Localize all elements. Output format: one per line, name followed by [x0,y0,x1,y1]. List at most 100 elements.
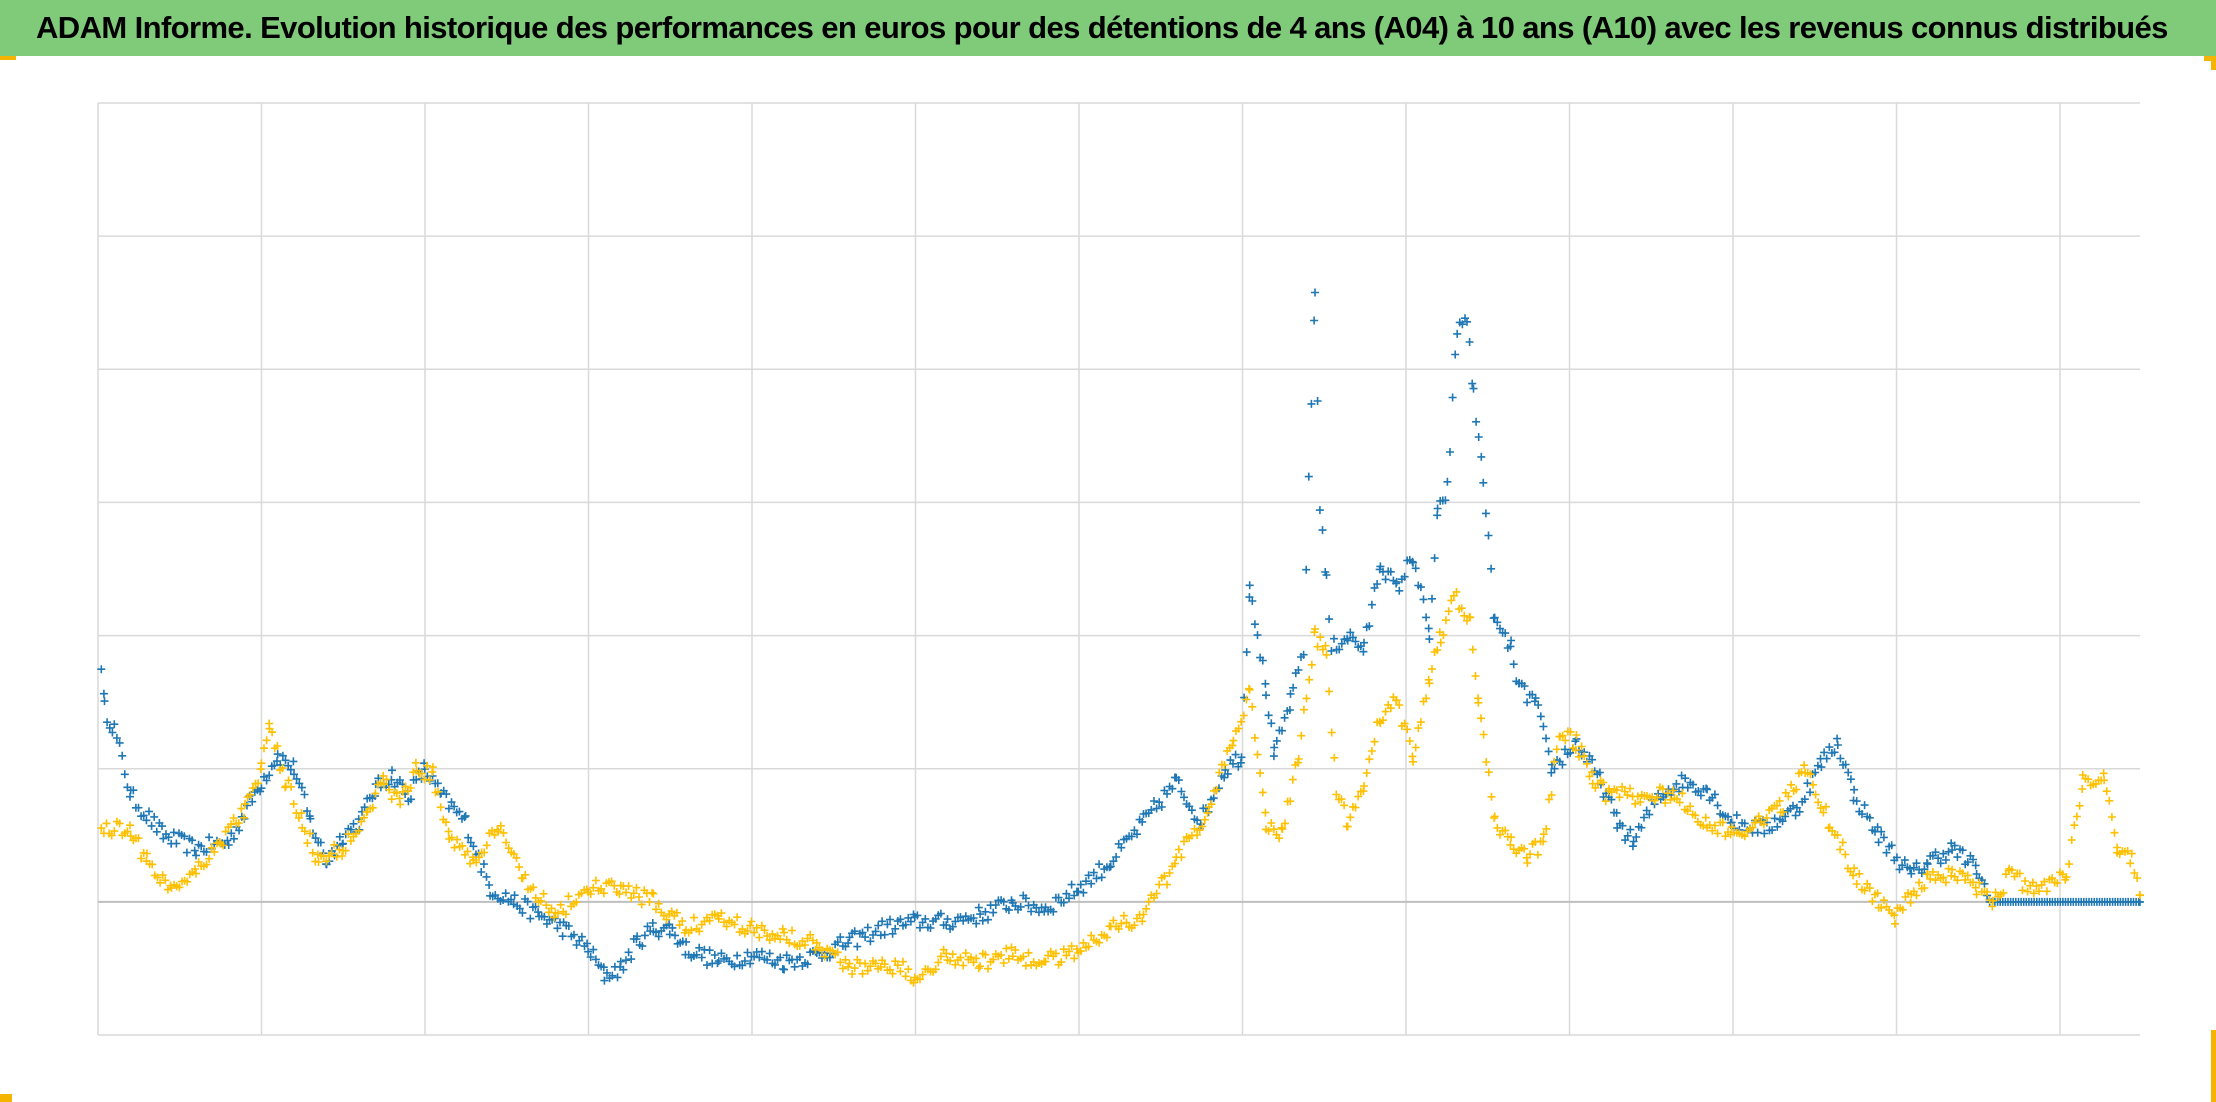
data-point-a04 [1087,879,1096,888]
data-point-a04 [883,920,892,929]
data-point-a10 [662,915,671,924]
data-point-a10 [1915,878,1924,887]
data-point-a04 [1245,581,1254,590]
data-point-a04 [1689,780,1697,789]
data-point-a10 [1264,827,1273,835]
data-point-a04 [1302,565,1311,574]
data-point-a10 [871,959,880,968]
data-point-a10 [931,965,940,974]
data-point-a10 [360,813,368,822]
data-point-a04 [874,921,883,930]
data-point-a10 [499,828,508,837]
data-point-a04 [643,922,652,931]
data-point-a10 [1152,889,1161,898]
data-point-a04 [1310,316,1319,325]
data-point-a10 [1873,889,1882,898]
data-point-a04 [1882,848,1891,857]
data-point-a10 [1019,952,1028,961]
data-point-a10 [521,870,530,879]
data-point-a10 [183,877,192,886]
data-point-a04 [1416,583,1425,592]
data-point-a04 [142,816,151,825]
data-point-a10 [1428,665,1436,673]
data-point-a10 [747,917,756,926]
data-point-a10 [2032,882,2041,890]
data-point-a10 [746,921,755,930]
data-point-a04 [1411,564,1420,573]
data-point-a04 [1424,624,1433,633]
data-point-a04 [1422,613,1431,622]
data-point-a10 [818,946,826,955]
data-point-a04 [1681,774,1690,783]
data-point-a10 [134,834,143,843]
data-point-a04 [534,908,543,917]
data-point-a10 [1379,716,1387,725]
data-point-a10 [1710,821,1719,830]
data-point-a10 [547,904,556,913]
data-point-a04 [286,765,295,774]
data-point-a10 [1237,717,1246,726]
data-point-a10 [1267,819,1276,827]
data-point-a04 [765,949,774,958]
chart-title: ADAM Informe. Evolution historique des p… [36,10,2168,45]
data-point-a04 [1220,773,1229,782]
data-point-a10 [948,950,957,959]
data-point-a10 [1142,904,1151,913]
data-point-a04 [1376,562,1385,571]
data-point-a10 [1850,864,1859,873]
data-point-a04 [1105,863,1114,872]
data-point-a10 [1961,875,1970,884]
data-point-a04 [97,665,106,674]
data-point-a04 [1187,806,1196,815]
data-point-a10 [1281,819,1289,828]
data-point-a10 [1234,724,1243,733]
data-point-a10 [1203,808,1212,817]
data-point-a04 [790,962,799,971]
data-point-a10 [2099,769,2108,778]
data-point-a04 [395,776,404,784]
data-point-a04 [1830,748,1839,757]
data-point-a10 [976,962,985,971]
data-point-a10 [1552,745,1561,754]
data-point-a04 [158,822,166,831]
data-point-a10 [463,847,472,856]
data-point-a10 [861,959,870,968]
data-point-a04 [668,923,677,932]
data-point-a10 [1740,832,1749,841]
data-point-a10 [191,865,199,873]
data-point-a10 [1011,946,1020,954]
data-point-a10 [1479,730,1488,739]
data-point-a04 [1833,741,1842,749]
data-point-a04 [863,923,872,932]
data-point-a10 [678,917,687,925]
data-point-a10 [227,820,235,829]
data-point-a10 [115,819,124,828]
data-point-a04 [1027,907,1036,916]
data-point-a04 [1694,787,1703,795]
data-point-a04 [1261,679,1270,688]
data-point-a04 [972,919,981,928]
data-point-a04 [861,933,870,942]
data-point-a04 [1544,747,1553,756]
data-point-a04 [1948,846,1957,854]
data-point-a04 [619,965,628,974]
data-point-a10 [1653,793,1662,802]
data-point-a04 [223,836,232,845]
data-point-a04 [1095,860,1104,869]
plot-area [97,288,2144,987]
data-point-a10 [1618,782,1627,791]
data-point-a04 [1944,847,1953,856]
data-point-a04 [1386,567,1395,576]
data-point-a10 [1229,736,1238,745]
data-point-a10 [785,938,794,947]
data-point-a04 [1817,763,1826,772]
data-point-a10 [297,809,306,818]
data-point-a04 [507,895,515,904]
data-point-a10 [695,927,704,936]
data-point-a10 [1386,704,1395,713]
data-point-a04 [648,919,657,927]
data-point-a04 [145,807,153,816]
data-point-a04 [733,951,742,960]
data-point-a10 [401,782,410,791]
data-point-a10 [2067,836,2076,844]
